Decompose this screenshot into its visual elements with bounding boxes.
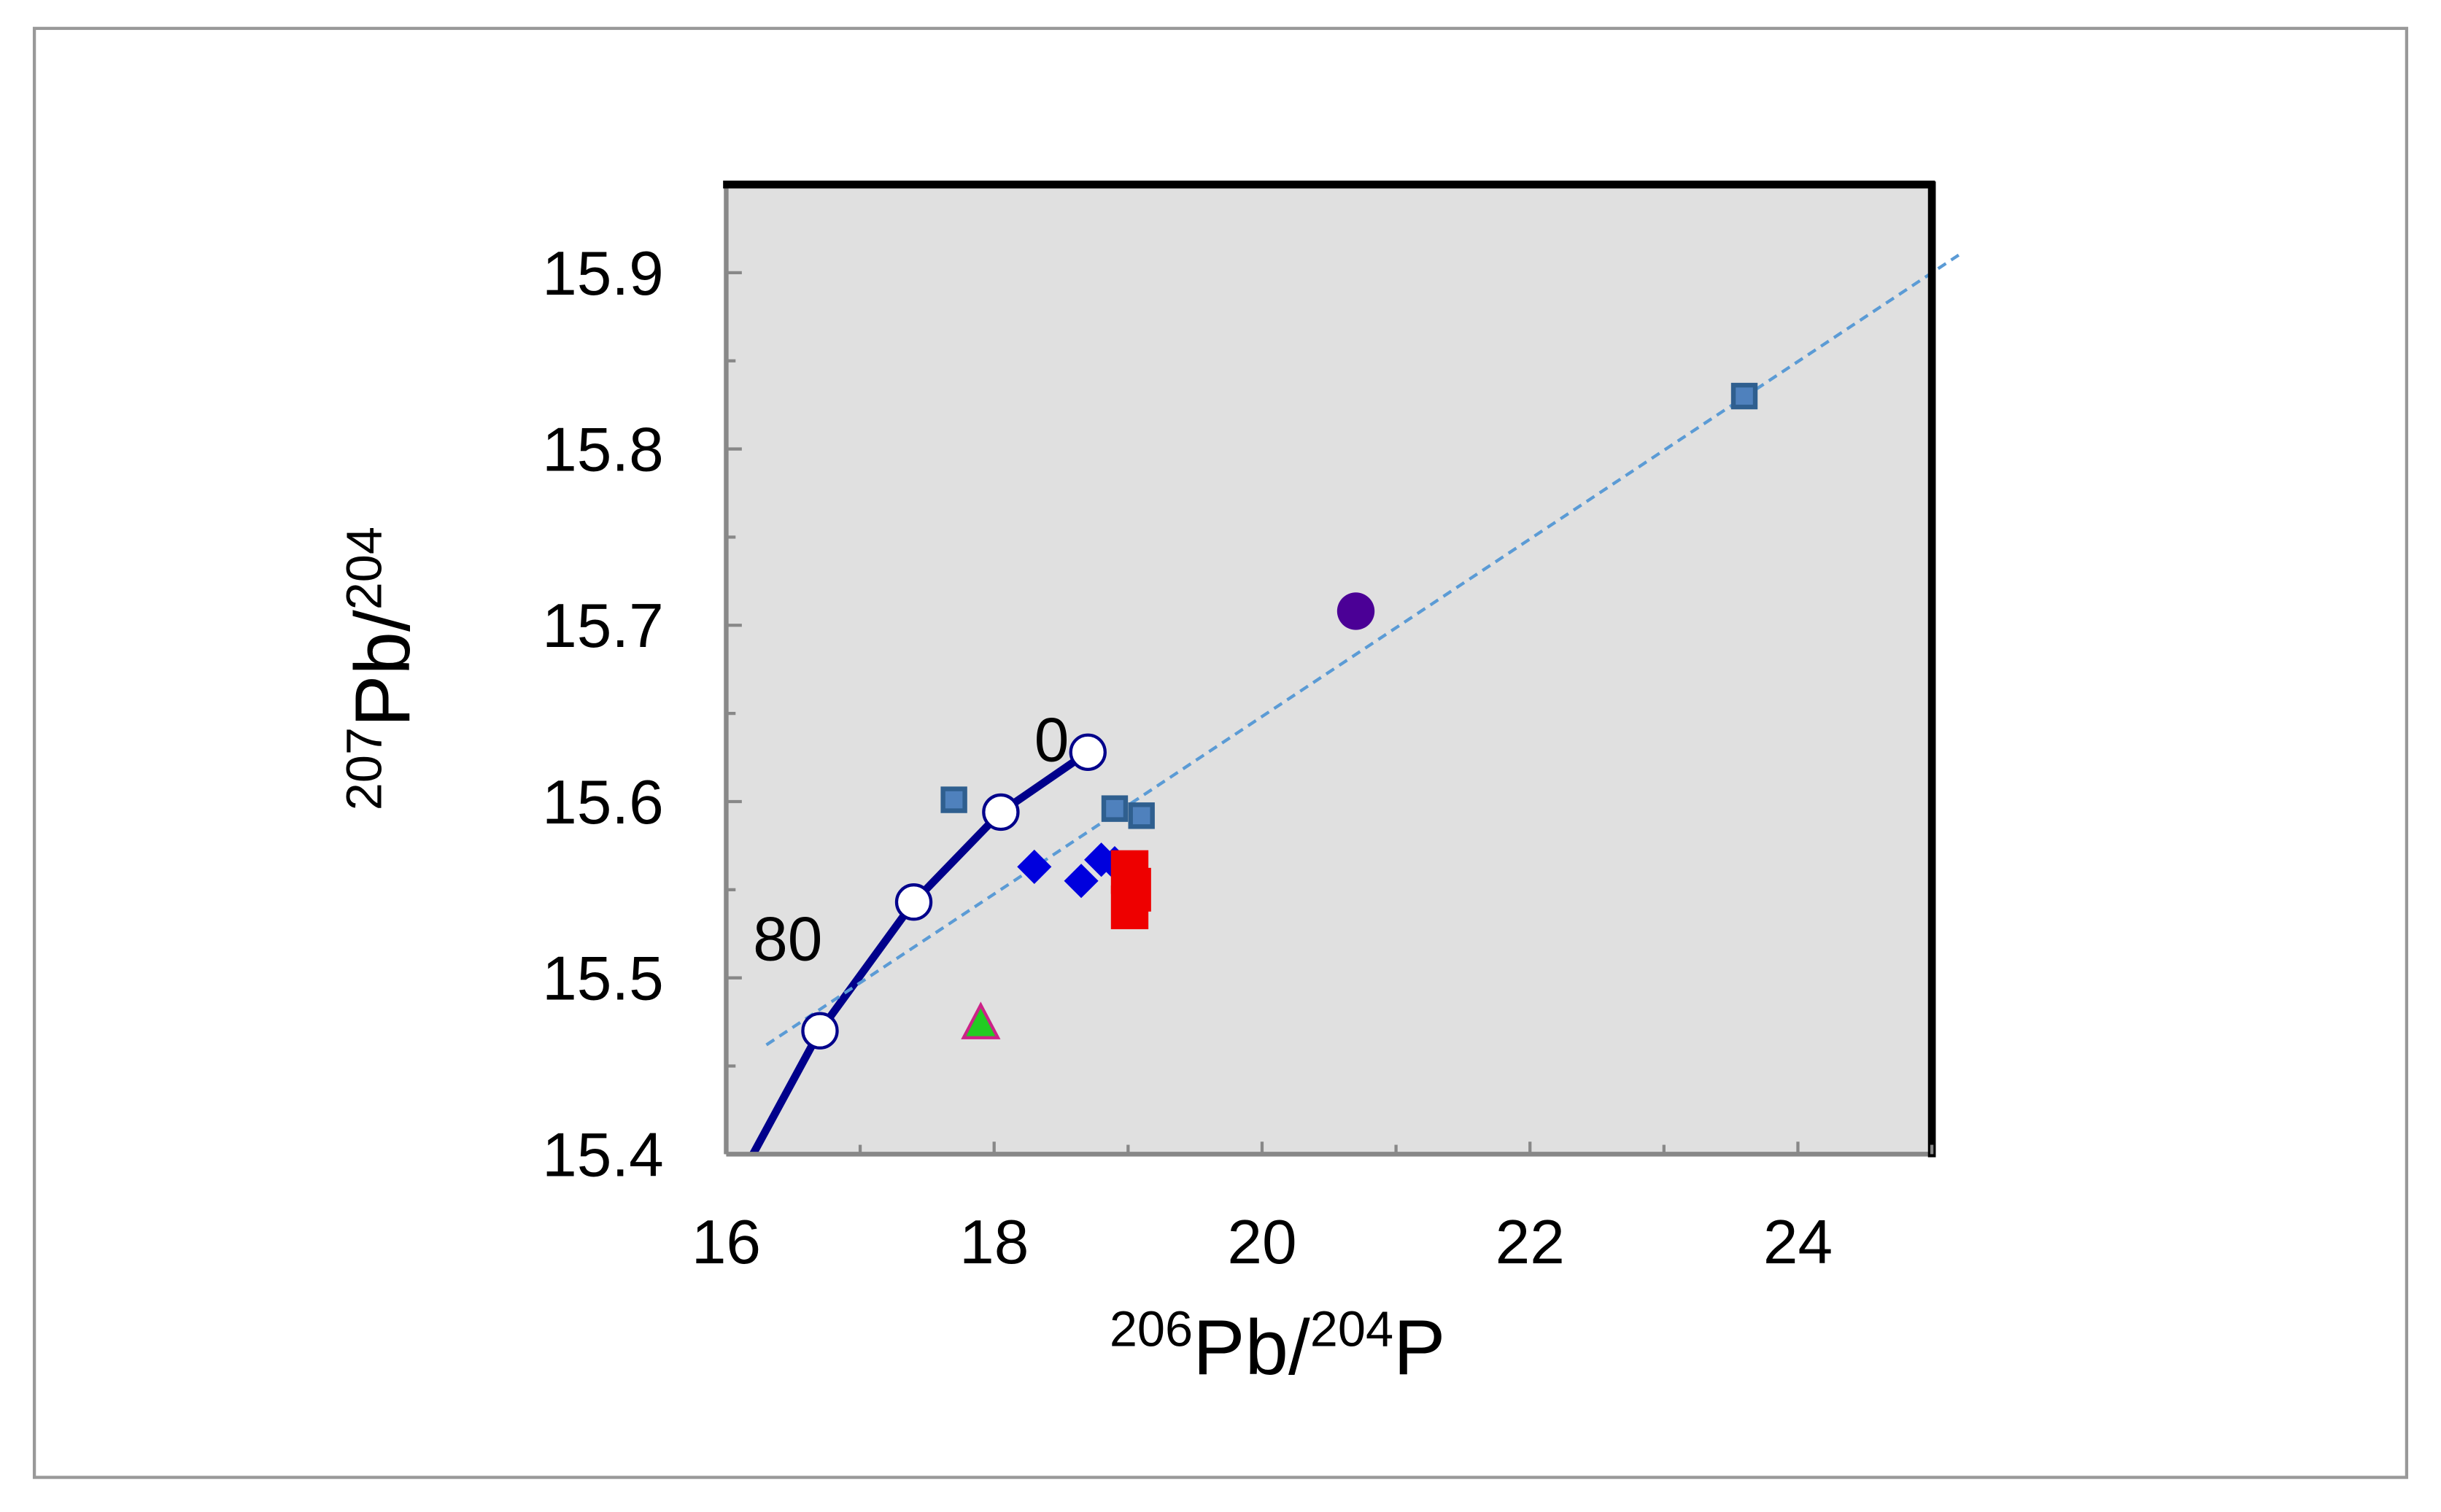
- point: [1101, 795, 1129, 822]
- superscript: 204: [1310, 1301, 1393, 1357]
- label-part: Pb/: [1193, 1303, 1310, 1391]
- point: [940, 786, 967, 813]
- annotation: 0: [1034, 705, 1069, 775]
- y-tick-label: 15.9: [542, 239, 664, 309]
- x-axis-label: 206Pb/204P: [1110, 1301, 1446, 1392]
- superscript: 206: [1110, 1301, 1193, 1357]
- y-tick-label: 15.7: [542, 591, 664, 661]
- y-tick-label: 15.8: [542, 415, 664, 485]
- series-line: [765, 253, 1960, 1047]
- point: [801, 1012, 839, 1050]
- annotation: 80: [753, 904, 822, 974]
- point: [1110, 885, 1149, 929]
- x-tick-label: 16: [692, 1207, 761, 1277]
- y-tick-label: 15.6: [542, 767, 664, 837]
- x-tick-label: 20: [1227, 1207, 1296, 1277]
- point: [961, 1001, 1001, 1039]
- y-tick-label: 15.5: [542, 944, 664, 1014]
- y-axis-label: 207Pb/204: [336, 527, 426, 810]
- label-part: P: [1393, 1303, 1445, 1391]
- point: [1017, 849, 1052, 884]
- point: [1128, 802, 1155, 829]
- x-tick-label: 18: [959, 1207, 1029, 1277]
- point: [1730, 382, 1758, 410]
- point: [1336, 592, 1375, 630]
- point: [1064, 864, 1099, 899]
- plot-area: [726, 184, 1933, 1155]
- x-tick-label: 24: [1763, 1207, 1833, 1277]
- superscript: 207: [336, 727, 392, 810]
- y-tick-label: 15.4: [542, 1120, 664, 1190]
- point: [894, 883, 933, 921]
- superscript: 204: [336, 527, 392, 610]
- point: [1069, 733, 1107, 771]
- label-part: Pb/: [339, 610, 426, 727]
- x-tick-label: 22: [1496, 1207, 1565, 1277]
- point: [982, 793, 1020, 831]
- plot: [749, 253, 1960, 1156]
